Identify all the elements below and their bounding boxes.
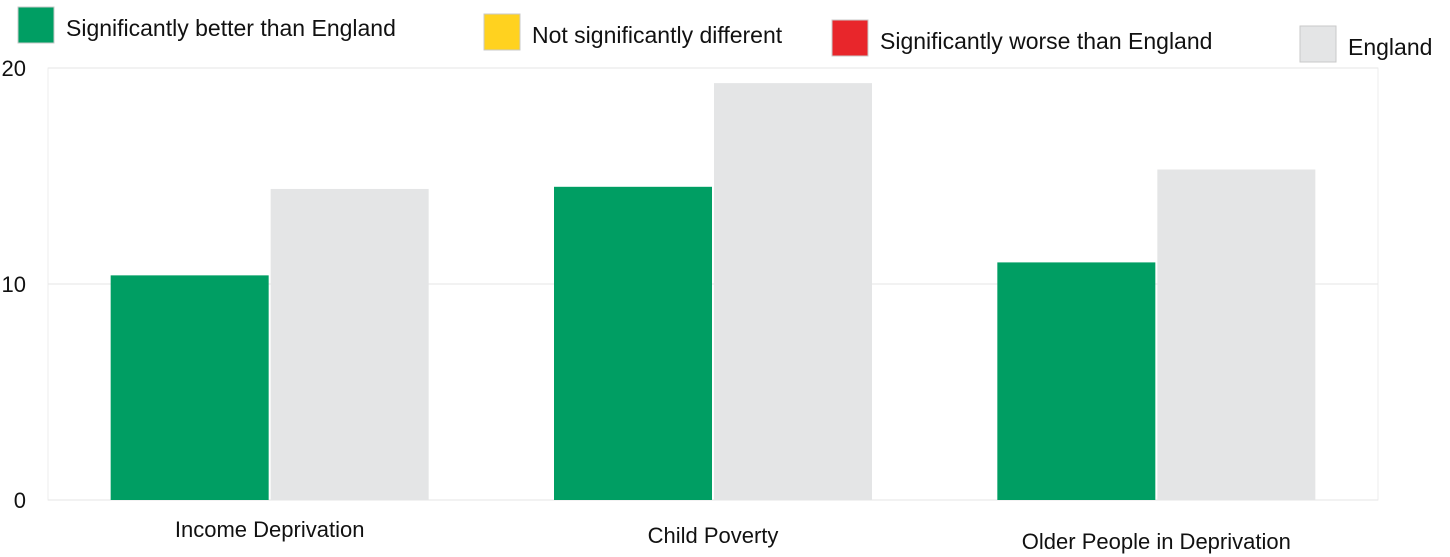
legend-label: England xyxy=(1348,34,1432,60)
legend-item: England xyxy=(1299,25,1432,63)
x-axis: Income Deprivation Child Poverty Older Peo… xyxy=(175,517,1291,554)
legend-swatch xyxy=(1299,25,1337,63)
bar-england xyxy=(1157,169,1316,500)
legend-label: Significantly better than England xyxy=(66,15,396,41)
x-tick-label: Income Deprivation xyxy=(175,517,365,542)
legend-item: Not significantly different xyxy=(483,13,783,51)
bar-england xyxy=(270,188,429,500)
y-tick-label: 0 xyxy=(14,488,26,513)
bar-england xyxy=(714,83,872,501)
legend-swatch xyxy=(483,13,521,51)
x-tick-label: Older People in Deprivation xyxy=(1022,529,1291,554)
plot-area xyxy=(47,67,1379,501)
legend-swatch xyxy=(831,19,869,57)
bar-series xyxy=(110,83,1316,501)
legend-swatch xyxy=(17,6,55,44)
legend-item: Significantly better than England xyxy=(17,6,396,44)
x-tick-label: Child Poverty xyxy=(648,523,779,548)
legend-label: Not significantly different xyxy=(532,22,783,48)
chart-legend: Significantly better than England Not sig… xyxy=(17,6,1432,63)
legend-label: Significantly worse than England xyxy=(880,28,1212,54)
y-axis: 0 10 20 xyxy=(2,56,26,513)
y-tick-label: 20 xyxy=(2,56,26,81)
bar-local_area xyxy=(997,262,1156,500)
legend-item: Significantly worse than England xyxy=(831,19,1212,57)
bar-local_area xyxy=(554,186,712,501)
y-tick-label: 10 xyxy=(2,272,26,297)
bar-local_area xyxy=(110,275,269,500)
